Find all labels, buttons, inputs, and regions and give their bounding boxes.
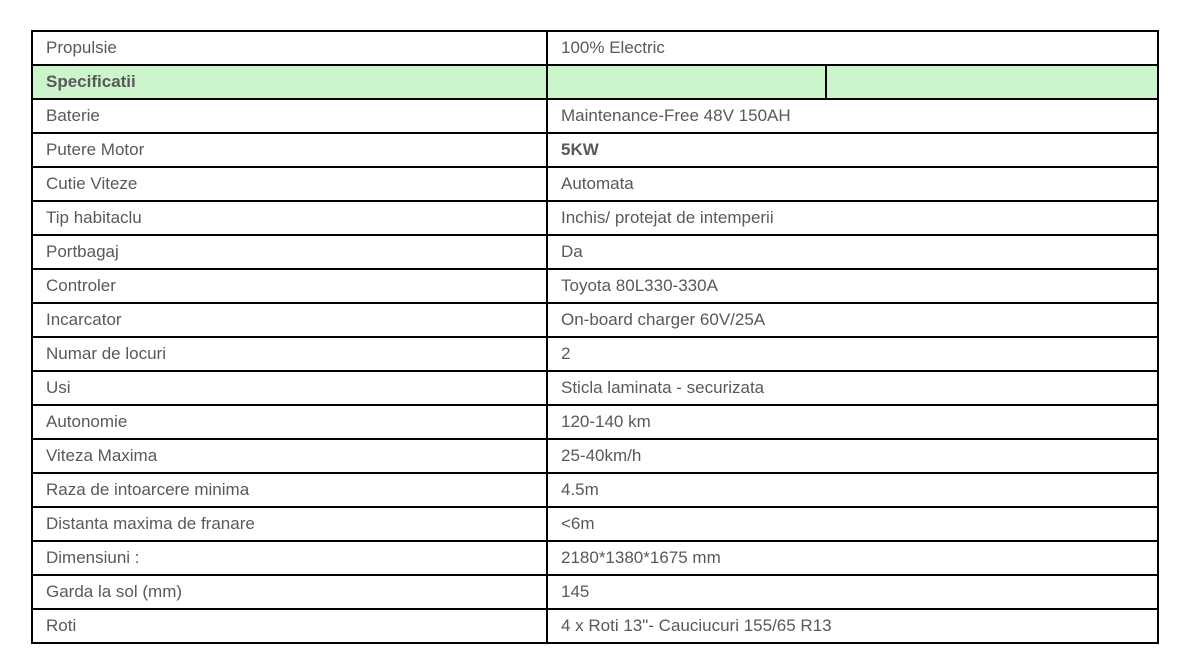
table-row: Numar de locuri 2 [31, 336, 1159, 372]
spec-label-cell: Distanta maxima de franare [31, 506, 548, 542]
section-header-cell: Specificatii [31, 64, 548, 100]
spec-label-cell: Portbagaj [31, 234, 548, 270]
section-empty-cell-right [825, 64, 1159, 100]
spec-label-cell: Autonomie [31, 404, 548, 440]
spec-label-cell: Putere Motor [31, 132, 548, 168]
spec-value-cell: Toyota 80L330-330A [546, 268, 1159, 304]
spec-label-cell: Viteza Maxima [31, 438, 548, 474]
spec-value-cell: 25-40km/h [546, 438, 1159, 474]
table-row: Tip habitaclu Inchis/ protejat de intempe… [31, 200, 1159, 236]
spec-table: Propulsie 100% Electric Specificatii Bateri… [31, 30, 1159, 644]
section-row: Specificatii [31, 64, 1159, 100]
table-row: Roti 4 x Roti 13"- Cauciucuri 155/65 R13 [31, 608, 1159, 644]
spec-value-cell: On-board charger 60V/25A [546, 302, 1159, 338]
table-row: Controler Toyota 80L330-330A [31, 268, 1159, 304]
table-row: Putere Motor 5KW [31, 132, 1159, 168]
spec-label-cell: Cutie Viteze [31, 166, 548, 202]
spec-label-cell: Incarcator [31, 302, 548, 338]
spec-label-cell: Garda la sol (mm) [31, 574, 548, 610]
spec-label-cell: Roti [31, 608, 548, 644]
spec-label-cell: Controler [31, 268, 548, 304]
spec-value-cell: Automata [546, 166, 1159, 202]
spec-label-cell: Propulsie [31, 30, 548, 66]
spec-label-cell: Numar de locuri [31, 336, 548, 372]
spec-value-cell: Da [546, 234, 1159, 270]
spec-label-cell: Raza de intoarcere minima [31, 472, 548, 508]
spec-label-cell: Baterie [31, 98, 548, 134]
table-row: Autonomie 120-140 km [31, 404, 1159, 440]
spec-value-cell: 145 [546, 574, 1159, 610]
spec-label-cell: Dimensiuni : [31, 540, 548, 576]
table-row: Distanta maxima de franare <6m [31, 506, 1159, 542]
table-row: Portbagaj Da [31, 234, 1159, 270]
table-row: Garda la sol (mm) 145 [31, 574, 1159, 610]
table-row: Raza de intoarcere minima 4.5m [31, 472, 1159, 508]
table-row: Usi Sticla laminata - securizata [31, 370, 1159, 406]
spec-label-cell: Usi [31, 370, 548, 406]
spec-value-cell: 2 [546, 336, 1159, 372]
spec-value-cell: Maintenance-Free 48V 150AH [546, 98, 1159, 134]
section-empty-cell-left [546, 64, 827, 100]
table-row: Propulsie 100% Electric [31, 30, 1159, 66]
spec-value-cell: <6m [546, 506, 1159, 542]
spec-value-cell: 120-140 km [546, 404, 1159, 440]
spec-value-cell: 2180*1380*1675 mm [546, 540, 1159, 576]
table-row: Cutie Viteze Automata [31, 166, 1159, 202]
table-row: Baterie Maintenance-Free 48V 150AH [31, 98, 1159, 134]
spec-value-cell: 5KW [546, 132, 1159, 168]
spec-table-body: Propulsie 100% Electric Specificatii Bateri… [31, 30, 1159, 644]
spec-value-cell: 100% Electric [546, 30, 1159, 66]
spec-value-cell: 4 x Roti 13"- Cauciucuri 155/65 R13 [546, 608, 1159, 644]
spec-value-cell: 4.5m [546, 472, 1159, 508]
table-row: Dimensiuni :2180*1380*1675 mm [31, 540, 1159, 576]
spec-value-cell: Sticla laminata - securizata [546, 370, 1159, 406]
spec-label-cell: Tip habitaclu [31, 200, 548, 236]
table-row: Incarcator On-board charger 60V/25A [31, 302, 1159, 338]
table-row: Viteza Maxima 25-40km/h [31, 438, 1159, 474]
spec-value-cell: Inchis/ protejat de intemperii [546, 200, 1159, 236]
spec-table-grid: Propulsie 100% Electric Specificatii Bateri… [31, 30, 1159, 644]
